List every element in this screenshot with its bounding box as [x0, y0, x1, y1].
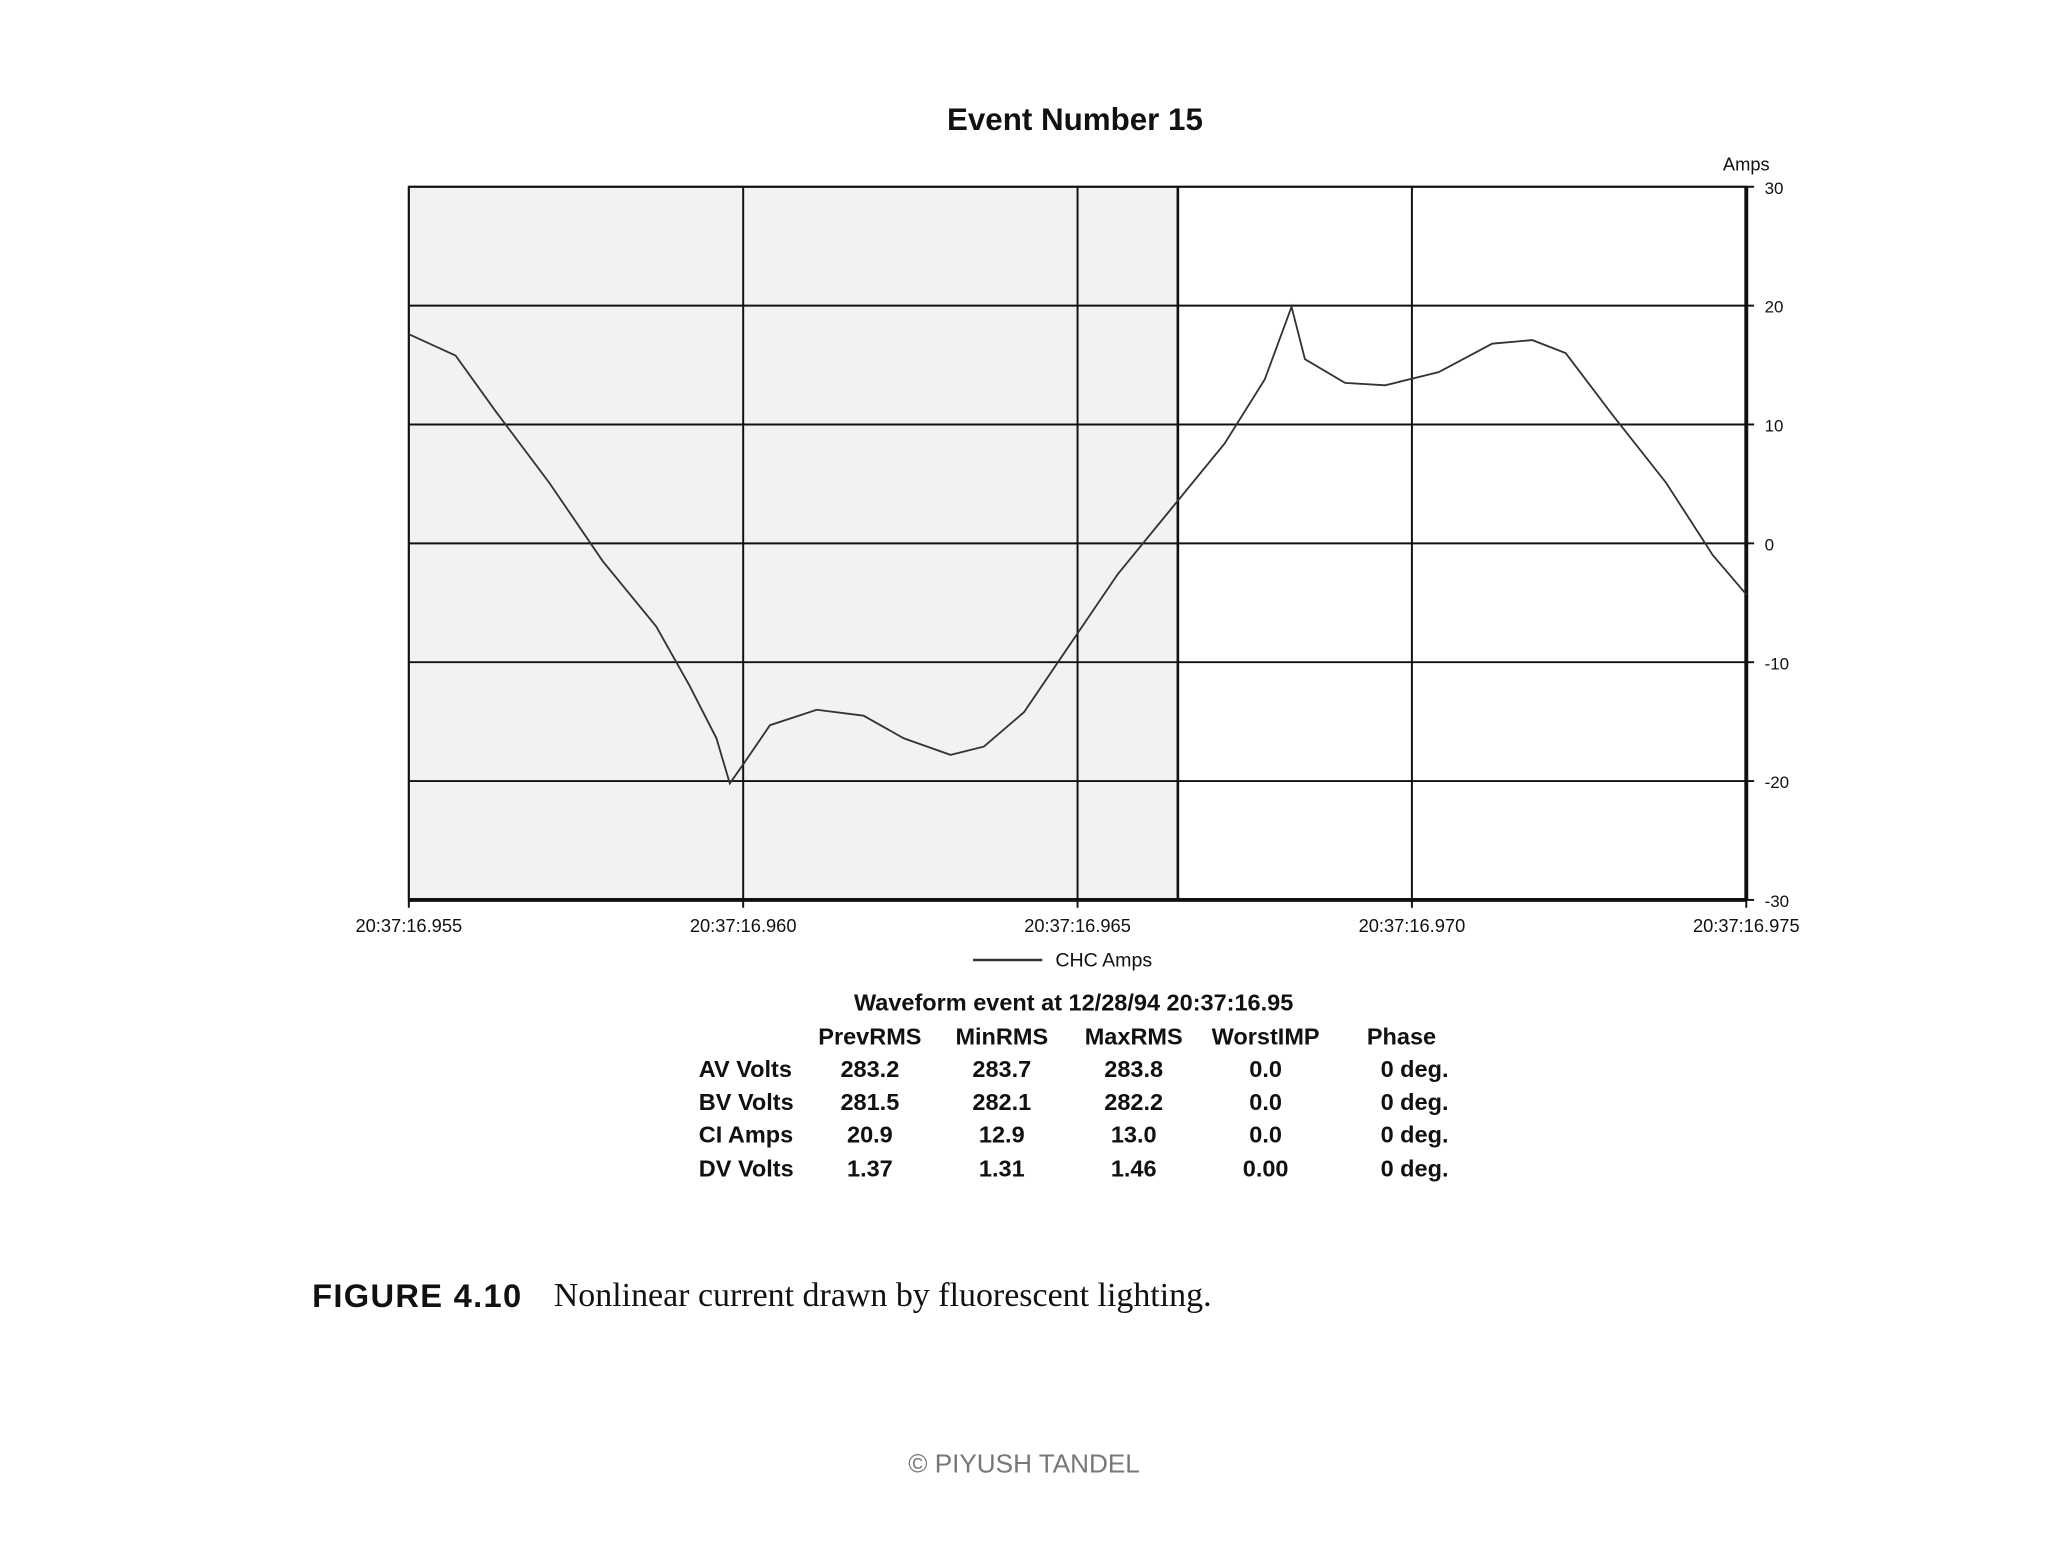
- table-cell: 0.0: [1249, 1122, 1282, 1148]
- table-header: MinRMS: [955, 1024, 1048, 1050]
- table-cell: 1.31: [979, 1155, 1025, 1181]
- table-cell: 0.0: [1249, 1056, 1282, 1082]
- table-row-label: AV Volts: [699, 1056, 792, 1082]
- y-tick-label: 0: [1765, 535, 1774, 554]
- table-cell: 0 deg.: [1381, 1056, 1449, 1082]
- y-tick-label: -20: [1765, 773, 1790, 792]
- table-cell: 20.9: [847, 1122, 893, 1148]
- table-cell: 283.7: [972, 1056, 1031, 1082]
- y-tick-label: 20: [1765, 298, 1784, 317]
- x-tick-label: 20:37:16.960: [690, 915, 797, 936]
- table-row-label: BV Volts: [699, 1089, 794, 1115]
- caption-label: FIGURE 4.10: [312, 1277, 522, 1314]
- table-cell: 0 deg.: [1381, 1155, 1449, 1181]
- chart-title: Event Number 15: [947, 102, 1203, 137]
- y-tick-label: 30: [1765, 179, 1784, 198]
- footer: © PIYUSH TANDEL: [908, 1448, 1140, 1478]
- table-cell: 0 deg.: [1381, 1089, 1449, 1115]
- data-line: [408, 303, 1747, 786]
- table-header: WorstIMP: [1212, 1024, 1320, 1050]
- table-cell: 1.37: [847, 1155, 893, 1181]
- legend-label: CHC Amps: [1055, 949, 1152, 971]
- table-cell: 13.0: [1111, 1122, 1157, 1148]
- table-cell: 0.0: [1249, 1089, 1282, 1115]
- table-cell: 282.2: [1104, 1089, 1163, 1115]
- table-row-label: CI Amps: [699, 1122, 793, 1148]
- table-cell: 283.8: [1104, 1056, 1163, 1082]
- table-cell: 281.5: [840, 1089, 899, 1115]
- table-cell: 12.9: [979, 1122, 1025, 1148]
- table-cell: 283.2: [840, 1056, 899, 1082]
- y-tick-label: -30: [1765, 892, 1790, 911]
- table-cell: 1.46: [1111, 1155, 1157, 1181]
- table-cell: 0.00: [1243, 1155, 1289, 1181]
- table-cell: 282.1: [972, 1089, 1031, 1115]
- table-title: Waveform event at 12/28/94 20:37:16.95: [854, 990, 1293, 1016]
- y-tick-label: -10: [1765, 654, 1790, 673]
- x-tick-label: 20:37:16.975: [1693, 915, 1800, 936]
- x-tick-label: 20:37:16.970: [1359, 915, 1466, 936]
- y-tick-label: 10: [1765, 417, 1784, 436]
- x-tick-label: 20:37:16.965: [1024, 915, 1131, 936]
- table-header: PrevRMS: [818, 1024, 921, 1050]
- table-header: Phase: [1367, 1024, 1436, 1050]
- table-header: MaxRMS: [1085, 1024, 1183, 1050]
- table-cell: 0 deg.: [1381, 1122, 1449, 1148]
- x-tick-label: 20:37:16.955: [355, 915, 462, 936]
- caption-text: Nonlinear current drawn by fluorescent l…: [554, 1277, 1212, 1314]
- table-row-label: DV Volts: [699, 1155, 794, 1181]
- y-axis-label: Amps: [1723, 154, 1770, 175]
